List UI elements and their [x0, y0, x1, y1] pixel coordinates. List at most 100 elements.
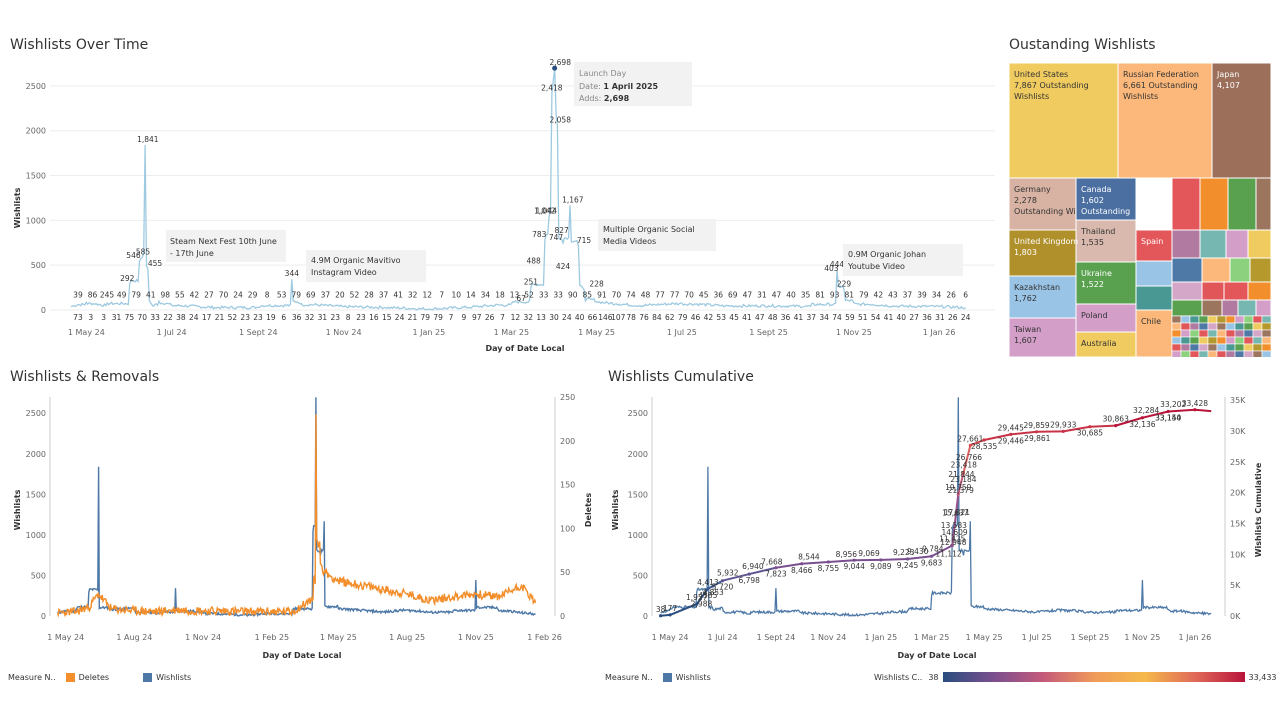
treemap-minor-cell[interactable] — [1171, 177, 1201, 231]
treemap-minor-cell[interactable] — [1180, 350, 1191, 357]
cumulative-point[interactable] — [1166, 409, 1170, 414]
treemap-cell-taiwan[interactable]: Taiwan 1,607 — [1009, 317, 1077, 357]
treemap-minor-cell[interactable] — [1201, 281, 1225, 301]
treemap-minor-cell[interactable] — [1207, 322, 1218, 331]
treemap-minor-cell[interactable] — [1189, 322, 1200, 331]
treemap-cell-canada[interactable]: Canada 1,602 Outstanding — [1075, 177, 1137, 221]
treemap-minor-cell[interactable] — [1261, 336, 1271, 345]
treemap-minor-cell[interactable] — [1199, 177, 1229, 231]
treemap-minor-cell[interactable] — [1234, 322, 1245, 331]
treemap-minor-cell[interactable] — [1261, 343, 1271, 352]
cumulative-point[interactable] — [1009, 432, 1013, 436]
treemap-minor-cell[interactable] — [1261, 329, 1271, 338]
treemap-minor-cell[interactable] — [1171, 336, 1182, 345]
treemap-minor-cell[interactable] — [1243, 322, 1254, 331]
instagram-annotation[interactable]: 4.9M Organic Mavitivo Instagram Video — [306, 250, 426, 282]
treemap-minor-cell[interactable] — [1221, 299, 1239, 317]
cumulative-point[interactable] — [1193, 408, 1197, 412]
treemap-minor-cell[interactable] — [1255, 177, 1271, 231]
treemap-minor-cell[interactable] — [1234, 343, 1245, 352]
treemap-cell-japan[interactable]: Japan 4,107 — [1211, 63, 1271, 179]
treemap-minor-cell[interactable] — [1135, 260, 1173, 287]
cumulative-point[interactable] — [711, 584, 715, 588]
treemap-minor-cell[interactable] — [1216, 322, 1227, 331]
youtube-annotation[interactable]: 0.9M Organic Johan Youtube Video — [843, 244, 963, 276]
treemap-minor-cell[interactable] — [1180, 315, 1191, 324]
treemap-minor-cell[interactable] — [1252, 336, 1263, 345]
treemap-minor-cell[interactable] — [1225, 350, 1236, 357]
treemap-cell-poland[interactable]: Poland — [1075, 303, 1137, 333]
cumulative-point[interactable] — [826, 560, 830, 564]
treemap-minor-cell[interactable] — [1252, 315, 1263, 324]
cumulative-point[interactable] — [800, 562, 804, 566]
treemap-minor-cell[interactable] — [1207, 315, 1218, 324]
cumulative-point[interactable] — [968, 443, 972, 447]
treemap-minor-cell[interactable] — [1234, 315, 1245, 324]
treemap-minor-cell[interactable] — [1198, 336, 1209, 345]
treemap-cell-spain[interactable]: Spain — [1135, 229, 1173, 262]
treemap-minor-cell[interactable] — [1171, 329, 1182, 338]
treemap-cell-kazakhstan[interactable]: Kazakhstan 1,762 — [1009, 275, 1077, 319]
treemap-minor-cell[interactable] — [1261, 322, 1271, 331]
treemap-minor-cell[interactable] — [1216, 350, 1227, 357]
treemap-minor-cell[interactable] — [1135, 285, 1173, 311]
treemap-minor-cell[interactable] — [1216, 336, 1227, 345]
cumulative-point[interactable] — [706, 587, 710, 591]
treemap-minor-cell[interactable] — [1227, 177, 1257, 231]
treemap-minor-cell[interactable] — [1237, 299, 1257, 317]
treemap-minor-cell[interactable] — [1234, 329, 1245, 338]
treemap-minor-cell[interactable] — [1249, 257, 1271, 283]
cumulative-point[interactable] — [852, 558, 856, 562]
treemap-minor-cell[interactable] — [1180, 343, 1191, 352]
cumulative-point[interactable] — [961, 471, 966, 475]
treemap-minor-cell[interactable] — [1199, 229, 1227, 259]
treemap-minor-cell[interactable] — [1234, 336, 1245, 345]
treemap-minor-cell[interactable] — [1171, 315, 1182, 324]
treemap-minor-cell[interactable] — [1171, 257, 1203, 283]
treemap-cell-australia[interactable]: Australia — [1075, 331, 1137, 357]
treemap-minor-cell[interactable] — [1189, 315, 1200, 324]
cumulative-point[interactable] — [1114, 424, 1118, 428]
treemap-minor-cell[interactable] — [1171, 343, 1182, 352]
treemap-minor-cell[interactable] — [1223, 281, 1249, 301]
cumulative-point[interactable] — [1088, 425, 1092, 429]
cumulative-point[interactable] — [1140, 416, 1145, 420]
treemap-cell-russian-federation[interactable]: Russian Federation 6,661 Outstanding Wishl… — [1117, 63, 1213, 179]
cumulative-point[interactable] — [747, 572, 751, 576]
treemap-minor-cell[interactable] — [1171, 322, 1182, 331]
legend-item-wishlists[interactable]: Wishlists — [143, 673, 191, 682]
treemap-minor-cell[interactable] — [1252, 329, 1263, 338]
treemap-minor-cell[interactable] — [1189, 336, 1200, 345]
treemap-minor-cell[interactable] — [1247, 229, 1271, 259]
treemap-minor-cell[interactable] — [1247, 281, 1271, 301]
treemap-minor-cell[interactable] — [1252, 350, 1263, 357]
treemap-minor-cell[interactable] — [1261, 315, 1271, 324]
social-media-annotation[interactable]: Multiple Organic Social Media Videos — [598, 219, 716, 251]
treemap-minor-cell[interactable] — [1229, 257, 1251, 283]
treemap-minor-cell[interactable] — [1207, 336, 1218, 345]
launch-day-annotation[interactable]: Launch Day Date: 1 April 2025 Adds: 2,69… — [574, 62, 692, 106]
cumulative-point[interactable] — [950, 543, 954, 548]
next-fest-annotation[interactable]: Steam Next Fest 10th June - 17th June — [166, 230, 286, 262]
treemap-minor-cell[interactable] — [1234, 350, 1245, 357]
treemap-minor-cell[interactable] — [1171, 281, 1203, 301]
treemap-minor-cell[interactable] — [1216, 343, 1227, 352]
treemap-minor-cell[interactable] — [1198, 329, 1209, 338]
treemap-minor-cell[interactable] — [1261, 350, 1271, 357]
treemap-minor-cell[interactable] — [1243, 315, 1254, 324]
treemap-minor-cell[interactable] — [1216, 315, 1227, 324]
treemap-minor-cell[interactable] — [1207, 350, 1218, 357]
treemap-minor-cell[interactable] — [1171, 229, 1201, 259]
treemap-cell-thailand[interactable]: Thailand 1,535 — [1075, 219, 1137, 263]
treemap-minor-cell[interactable] — [1207, 343, 1218, 352]
treemap-minor-cell[interactable] — [1252, 322, 1263, 331]
legend-item-wishlists-cum[interactable]: Wishlists — [662, 673, 711, 682]
treemap-minor-cell[interactable] — [1201, 257, 1231, 283]
treemap-minor-cell[interactable] — [1189, 350, 1200, 357]
treemap-minor-cell[interactable] — [1201, 299, 1223, 317]
cumulative-point[interactable] — [695, 602, 699, 606]
treemap-minor-cell[interactable] — [1189, 343, 1200, 352]
treemap-minor-cell[interactable] — [1198, 343, 1209, 352]
treemap-minor-cell[interactable] — [1255, 299, 1271, 317]
treemap-minor-cell[interactable] — [1198, 350, 1209, 357]
